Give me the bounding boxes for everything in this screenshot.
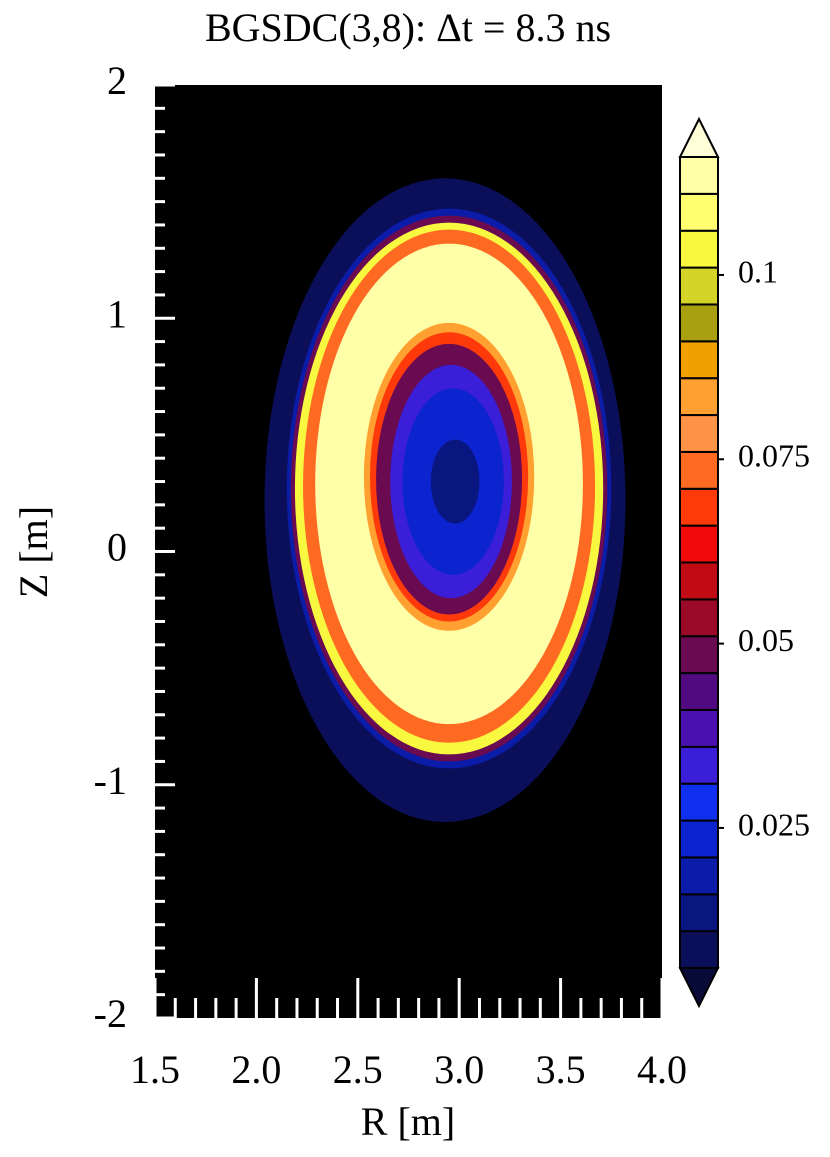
colorbar-segment [679,377,719,417]
colorbar-tick-label: 0.1 [738,253,778,289]
colorbar-segment [679,635,719,675]
colorbar-tick-label: 0.05 [738,622,794,658]
colorbar-segment [679,192,719,232]
colorbar-segment [679,524,719,564]
y-tick-label: 2 [107,58,127,103]
colorbar-segment [679,450,719,490]
colorbar-segment [679,340,719,380]
colorbar-segment [679,266,719,306]
colorbar-segment [679,930,719,969]
colorbar-segment [679,229,719,269]
y-axis-label: Z [m] [11,506,56,598]
colorbar-tick-label: 0.075 [738,438,810,474]
x-tick-label: 3.5 [536,1047,586,1092]
y-tick-label: -2 [94,991,127,1036]
x-tick-label: 1.5 [130,1047,180,1092]
colorbar-segment [679,303,719,343]
y-tick-label: 0 [107,525,127,570]
x-axis-label: R [m] [361,1099,455,1144]
colorbar-segment [679,708,719,748]
colorbar-segment [679,598,719,638]
x-tick-label: 3.0 [434,1047,484,1092]
x-tick-label: 2.0 [231,1047,281,1092]
colorbar-tick-label: 0.025 [738,806,810,842]
x-tick-label: 2.5 [333,1047,383,1092]
colorbar-segment [679,672,719,711]
contour-region [430,439,480,524]
colorbar-segment [679,856,719,896]
chart-title: BGSDC(3,8): Δt = 8.3 ns [205,5,611,50]
colorbar-segment [679,893,719,933]
colorbar-segment [679,745,719,785]
colorbar-segment [679,414,719,453]
colorbar-segment [679,782,719,822]
y-tick-label: -1 [94,758,127,803]
colorbar-under-arrow [678,967,720,1009]
colorbar-over-arrow [678,116,720,158]
colorbar-segment [679,561,719,601]
y-tick-label: 1 [107,291,127,336]
colorbar-segment [679,819,719,859]
x-tick-label: 4.0 [637,1047,687,1092]
colorbar-segment [679,487,719,527]
colorbar-segment [679,156,719,195]
